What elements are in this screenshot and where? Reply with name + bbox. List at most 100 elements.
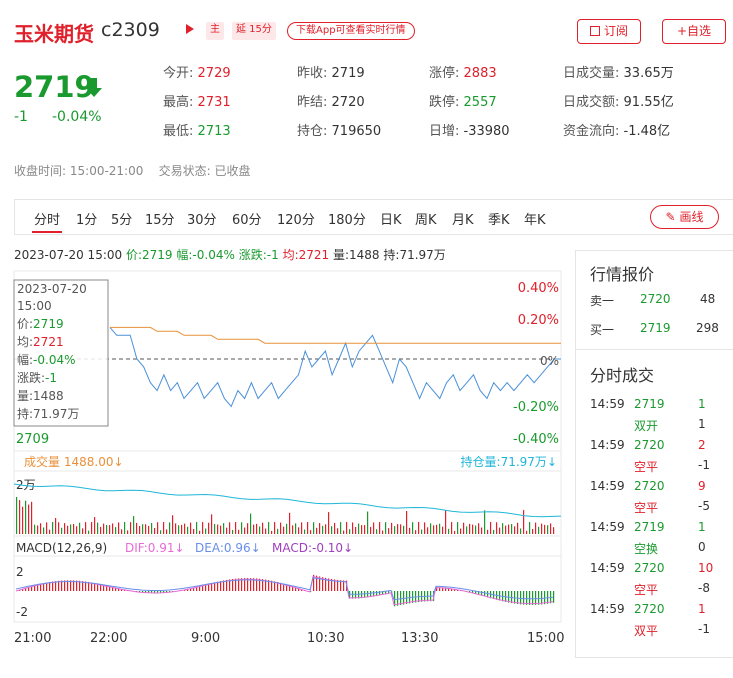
svg-text:持:71.97万: 持:71.97万	[17, 406, 79, 421]
macd-bar	[238, 578, 240, 591]
macd-bar	[394, 591, 396, 607]
stat-high: 最高: 2731	[163, 95, 231, 110]
volume-bar	[157, 522, 159, 534]
stat-volume: 日成交量: 33.65万	[563, 66, 674, 81]
play-icon[interactable]	[186, 24, 194, 34]
volume-bar	[115, 527, 117, 534]
macd-bar	[475, 591, 477, 594]
tab-monthly[interactable]: 月K	[452, 213, 474, 228]
volume-bar	[133, 516, 135, 534]
volume-bar	[82, 528, 84, 534]
tab-weekly[interactable]: 周K	[415, 213, 437, 228]
volume-bar	[100, 526, 102, 534]
trade-row: 14:59 2719 1	[576, 397, 733, 415]
subscribe-button[interactable]: 订阅	[577, 19, 641, 44]
macd-bar	[487, 591, 489, 598]
tab-quarterly[interactable]: 季K	[488, 213, 510, 228]
macd-bar	[58, 580, 60, 591]
macd-bar	[193, 587, 195, 591]
volume-bar	[544, 524, 546, 534]
tab-120min[interactable]: 120分	[277, 213, 315, 228]
trade-type: 空平	[634, 583, 659, 597]
macd-bar	[253, 578, 255, 591]
tab-1min[interactable]: 1分	[76, 213, 98, 228]
macd-bar	[538, 591, 540, 605]
delay-tag: 延 15分	[232, 22, 276, 40]
volume-bar	[304, 529, 306, 534]
macd-bar	[514, 591, 516, 604]
tab-intraday[interactable]: 分时	[34, 213, 61, 228]
macd-bar	[319, 576, 321, 591]
volume-bar	[286, 523, 288, 534]
macd-bar	[76, 580, 78, 591]
trade-type: 空平	[634, 460, 659, 474]
volume-bar	[520, 528, 522, 534]
macd-bar	[82, 581, 84, 591]
volume-bar	[376, 529, 378, 534]
svg-text:2023-07-20: 2023-07-20	[17, 282, 87, 296]
draw-line-button[interactable]: ✎ 画线	[650, 205, 719, 229]
tab-60min[interactable]: 60分	[232, 213, 262, 228]
volume-bar	[262, 522, 264, 534]
volume-bar	[232, 529, 234, 534]
main-contract-tag: 主	[206, 22, 224, 40]
macd-bar	[31, 586, 33, 591]
tab-15min[interactable]: 15分	[145, 213, 175, 228]
volume-bar	[61, 527, 63, 534]
volume-bar	[505, 525, 507, 534]
trade-type: 空平	[634, 501, 659, 515]
macd-bar	[553, 591, 555, 603]
add-favorite-button[interactable]: +自选	[662, 19, 726, 44]
macd-bar	[517, 591, 519, 605]
volume-bar	[400, 524, 402, 534]
chart-info-line: 2023-07-20 15:00 价:2719 幅:-0.04% 涨跌:-1 均…	[14, 248, 446, 262]
volume-bar	[445, 510, 447, 534]
volume-bar	[454, 530, 456, 534]
tab-daily[interactable]: 日K	[380, 213, 402, 228]
macd-bar	[529, 591, 531, 605]
volume-bar	[253, 524, 255, 534]
trade-row-detail: 空平 -8	[576, 581, 733, 599]
volume-bar	[238, 529, 240, 534]
tab-yearly[interactable]: 年K	[524, 213, 546, 228]
volume-bar	[298, 527, 300, 534]
volume-bar	[328, 512, 330, 534]
trade-row: 14:59 2720 1	[576, 602, 733, 620]
volume-bar	[211, 514, 213, 534]
svg-text:量:1488: 量:1488	[17, 389, 64, 403]
volume-bar	[373, 522, 375, 534]
intraday-chart[interactable]: 0.40% 0.20% 0% -0.20% -0.40% 2709 2023-0…	[0, 266, 570, 658]
volume-bar	[277, 528, 279, 534]
macd-bar	[544, 591, 546, 605]
macd-bar	[55, 581, 57, 591]
download-app-banner[interactable]: 下载App可查看实时行情	[287, 22, 415, 40]
macd-axis-top: 2	[16, 565, 24, 579]
macd-bar	[241, 578, 243, 591]
volume-bar	[73, 524, 75, 534]
volume-bar	[319, 523, 321, 534]
oi-label: 持仓量:71.97万↓	[461, 454, 557, 469]
macd-bar	[187, 589, 189, 591]
macd-bar	[88, 581, 90, 591]
volume-bar	[250, 513, 252, 534]
macd-bar	[265, 579, 267, 591]
volume-bar	[124, 522, 126, 534]
macd-bar	[322, 577, 324, 591]
volume-bar	[280, 522, 282, 534]
macd-bar	[163, 591, 165, 593]
macd-bar	[367, 591, 369, 598]
macd-bar	[520, 591, 522, 605]
macd-bar	[157, 591, 159, 594]
trade-volume: 1	[698, 397, 706, 411]
pct-axis-bottom: -0.40%	[513, 432, 559, 447]
macd-bar	[64, 580, 66, 591]
volume-bar	[394, 526, 396, 534]
volume-bar	[40, 523, 42, 534]
volume-bar	[322, 525, 324, 534]
volume-bar	[340, 522, 342, 534]
tab-180min[interactable]: 180分	[328, 213, 366, 228]
macd-bar	[406, 591, 408, 604]
tab-30min[interactable]: 30分	[187, 213, 217, 228]
macd-bar	[337, 579, 339, 591]
tab-5min[interactable]: 5分	[111, 213, 133, 228]
